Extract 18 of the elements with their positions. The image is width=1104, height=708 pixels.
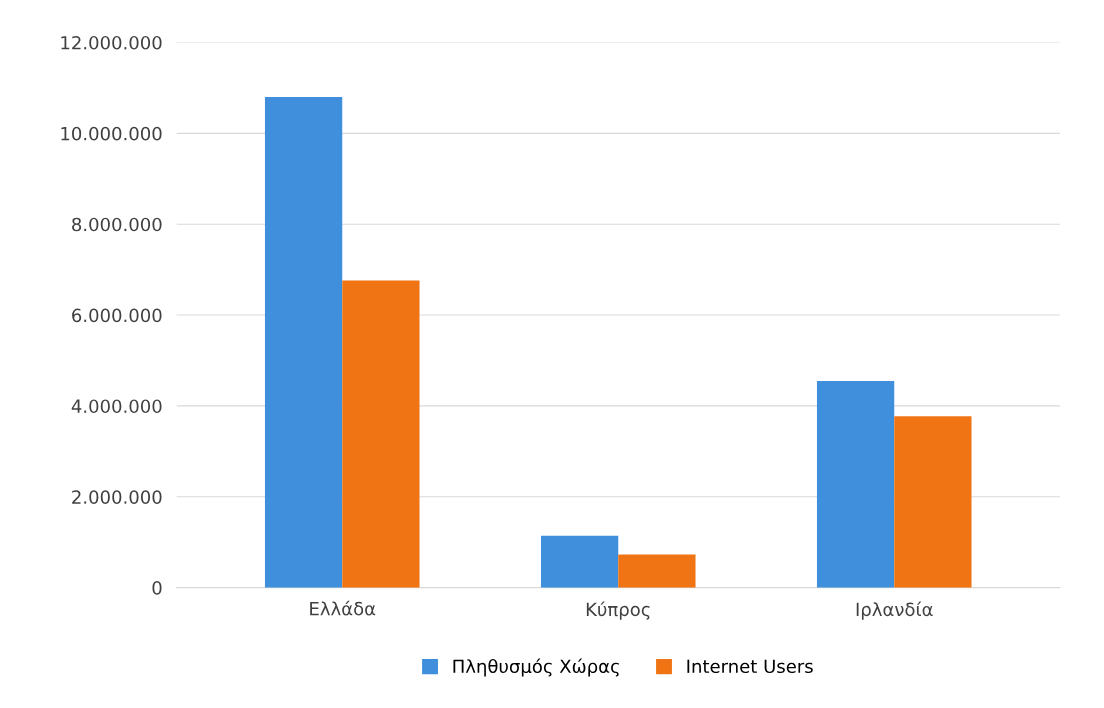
y-tick-label: 6.000.000 <box>72 308 162 323</box>
bar <box>264 97 343 588</box>
y-tick-label: 12.000.000 <box>61 35 162 50</box>
y-tick-label: 2.000.000 <box>72 490 162 504</box>
bar <box>894 416 972 588</box>
x-tick-label: Ιρλανδία <box>856 601 933 620</box>
bar <box>816 380 895 588</box>
y-tick-label: 4.000.000 <box>71 399 162 414</box>
legend-label: Internet Users <box>687 659 813 674</box>
x-tick-label: Ελλάδα <box>310 600 376 616</box>
bar <box>618 554 696 588</box>
bar <box>540 535 619 588</box>
x-tick-label: Κύπρος <box>586 601 650 620</box>
legend-label: Πληθυσμός Χώρας <box>453 658 619 677</box>
y-tick-label: 0 <box>152 581 162 595</box>
bar <box>342 280 420 588</box>
y-tick-label: 10.000.000 <box>61 126 162 141</box>
y-tick-label: 8.000.000 <box>72 217 162 232</box>
